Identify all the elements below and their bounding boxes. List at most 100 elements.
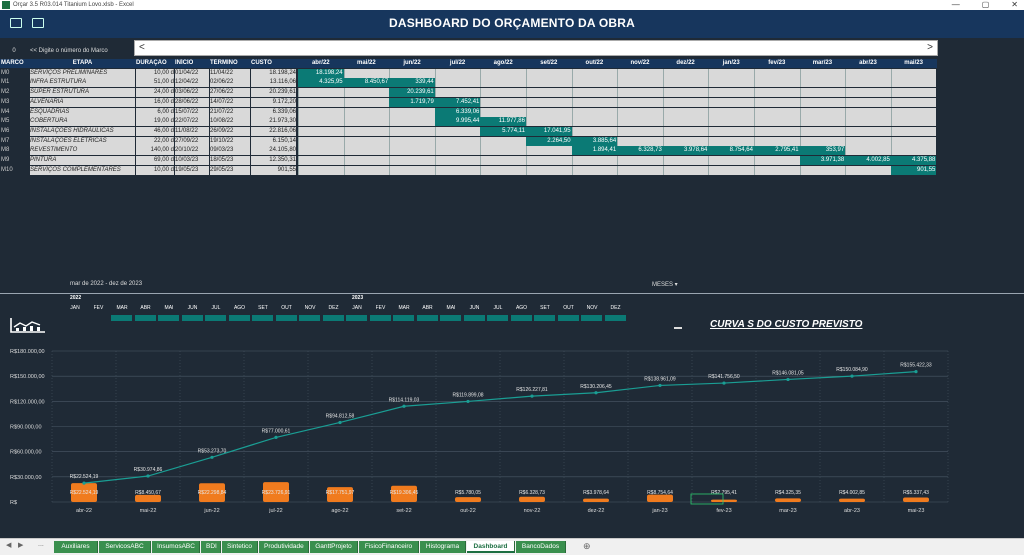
gantt-month-cell[interactable] (890, 117, 937, 127)
gantt-month-cell[interactable] (343, 165, 390, 175)
line-point[interactable] (850, 374, 854, 378)
gantt-month-cell[interactable] (343, 146, 390, 156)
timeline-selected-bar[interactable] (205, 315, 226, 321)
gantt-month-cell[interactable] (708, 165, 754, 175)
gantt-cell-duracao[interactable]: 10,00 d (136, 68, 174, 78)
timeline-month[interactable]: NOV (586, 305, 598, 311)
gantt-cell-etapa[interactable]: REVESTIMENTO (30, 146, 135, 156)
timeline-month[interactable]: DEZ (328, 305, 339, 311)
gantt-month-cell[interactable] (480, 136, 526, 146)
gantt-bar[interactable]: 3.885,64 (571, 136, 618, 146)
gantt-month-cell[interactable] (890, 136, 937, 146)
timeline-selected-bar[interactable] (534, 315, 555, 321)
gantt-month-cell[interactable] (526, 156, 572, 165)
gantt-month-cell[interactable] (845, 117, 891, 127)
timeline-selected-bar[interactable] (299, 315, 320, 321)
selected-cell-outline[interactable] (690, 493, 724, 505)
gantt-cell-inicio[interactable]: 12/04/22 (175, 78, 209, 88)
gantt-cell-marco[interactable]: M10 (1, 166, 13, 173)
gantt-month-cell[interactable] (708, 126, 754, 136)
gantt-month-cell[interactable] (480, 78, 526, 88)
gantt-month-cell[interactable] (754, 136, 800, 146)
gantt-cell-duracao[interactable]: 46,00 d (136, 126, 174, 136)
gantt-month-cell[interactable] (845, 97, 891, 107)
gantt-month-cell[interactable] (890, 97, 937, 107)
timeline-month[interactable]: SET (540, 305, 550, 311)
gantt-month-cell[interactable] (617, 97, 663, 107)
gantt-cell-termino[interactable]: 29/05/23 (210, 165, 250, 175)
gantt-cell-marco[interactable]: M5 (1, 118, 10, 125)
line-point[interactable] (594, 391, 598, 395)
gantt-bar[interactable]: 1.894,41 (571, 146, 618, 156)
timeline-selected-bar[interactable] (322, 315, 344, 321)
gantt-cell-etapa[interactable]: ESQUADRIAS (30, 107, 135, 117)
sheet-tab[interactable]: BDI (201, 541, 221, 553)
gantt-cell-inicio[interactable]: 28/06/22 (175, 97, 209, 107)
gantt-month-cell[interactable] (662, 97, 709, 107)
gantt-cell-marco[interactable]: M1 (1, 79, 10, 86)
gantt-month-cell[interactable] (708, 156, 754, 165)
sheet-tab[interactable]: GanttProjeto (310, 541, 358, 553)
gantt-bar[interactable]: 6.328,73 (617, 146, 663, 156)
sheet-tab[interactable]: ServicosABC (99, 541, 151, 553)
gantt-month-cell[interactable] (799, 136, 846, 146)
gantt-month-cell[interactable] (298, 126, 344, 136)
gantt-cell-duracao[interactable]: 19,00 d (136, 117, 174, 127)
gantt-month-cell[interactable] (845, 146, 891, 156)
gantt-month-cell[interactable] (708, 107, 754, 117)
gantt-month-cell[interactable] (890, 68, 937, 78)
gantt-month-cell[interactable] (526, 78, 572, 88)
gantt-cell-duracao[interactable]: 69,00 d (136, 156, 174, 165)
gantt-cell-etapa[interactable]: INFRA ESTRUTURA (30, 78, 135, 88)
gantt-cell-marco[interactable]: M2 (1, 89, 10, 96)
gantt-cell-etapa[interactable]: COBERTURA (30, 117, 135, 127)
gantt-month-cell[interactable] (389, 165, 435, 175)
sheet-tab[interactable]: InsumosABC (152, 541, 200, 553)
scroll-left-button[interactable]: < (139, 42, 145, 53)
timeline-month[interactable]: JAN (70, 305, 80, 311)
gantt-month-cell[interactable] (571, 126, 618, 136)
line-point[interactable] (82, 481, 86, 485)
gantt-cell-marco[interactable]: M3 (1, 98, 10, 105)
gantt-month-cell[interactable] (890, 107, 937, 117)
gantt-cell-inicio[interactable]: 01/04/22 (175, 68, 209, 78)
gantt-bar[interactable]: 3.971,38 (799, 156, 846, 165)
sheet-tab[interactable]: Produtividade (259, 541, 309, 553)
close-button[interactable]: ✕ (1011, 0, 1018, 9)
gantt-cell-termino[interactable]: 02/06/22 (210, 78, 250, 88)
gantt-cell-etapa[interactable]: SUPER ESTRUTURA (30, 88, 135, 98)
gantt-month-cell[interactable] (799, 126, 846, 136)
gantt-month-cell[interactable] (298, 146, 344, 156)
maximize-button[interactable]: ▢ (981, 0, 990, 9)
gantt-month-cell[interactable] (434, 78, 481, 88)
gantt-month-cell[interactable] (298, 165, 344, 175)
gantt-month-cell[interactable] (890, 88, 937, 98)
gantt-month-cell[interactable] (662, 126, 709, 136)
gantt-month-cell[interactable] (799, 88, 846, 98)
marco-number-input[interactable]: 0 (12, 48, 16, 54)
gantt-month-cell[interactable] (799, 117, 846, 127)
add-sheet-icon[interactable]: ⊕ (583, 541, 591, 551)
gantt-cell-custo[interactable]: 901,55 (251, 165, 296, 175)
gantt-cell-termino[interactable]: 10/08/22 (210, 117, 250, 127)
gantt-month-cell[interactable] (845, 78, 891, 88)
gantt-month-cell[interactable] (845, 68, 891, 78)
bar-mark[interactable] (775, 498, 801, 502)
timeline-selected-bar[interactable] (487, 315, 508, 321)
gantt-month-cell[interactable] (617, 156, 663, 165)
gantt-month-cell[interactable] (708, 88, 754, 98)
gantt-cell-custo[interactable]: 6.150,14 (251, 136, 296, 146)
timeline-month[interactable]: AGO (515, 305, 528, 311)
gantt-month-cell[interactable] (662, 107, 709, 117)
gantt-month-cell[interactable] (799, 68, 846, 78)
gantt-month-cell[interactable] (389, 117, 435, 127)
gantt-month-cell[interactable] (343, 117, 390, 127)
gantt-month-cell[interactable] (708, 97, 754, 107)
gantt-month-cell[interactable] (343, 68, 390, 78)
gantt-month-cell[interactable] (662, 156, 709, 165)
gantt-month-cell[interactable] (298, 136, 344, 146)
gantt-month-cell[interactable] (571, 97, 618, 107)
timeline-month[interactable]: JUL (211, 305, 221, 311)
gantt-bar[interactable]: 8.754,64 (708, 146, 754, 156)
line-point[interactable] (530, 394, 534, 398)
